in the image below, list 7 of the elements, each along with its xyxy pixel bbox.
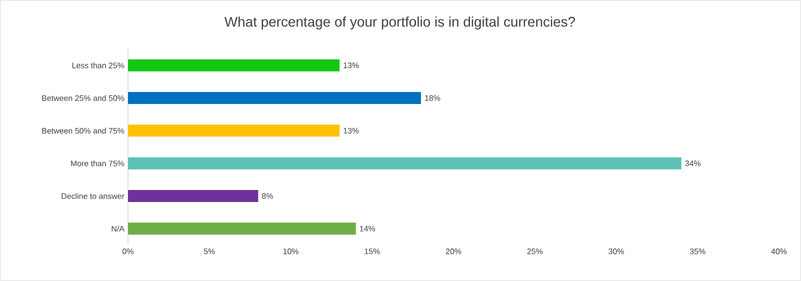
chart-title: What percentage of your portfolio is in digital currencies? <box>224 16 576 30</box>
bar <box>128 92 421 104</box>
bar <box>128 157 682 170</box>
bar <box>128 222 356 235</box>
bar <box>128 190 258 202</box>
bar <box>128 59 340 72</box>
bar <box>128 124 340 137</box>
